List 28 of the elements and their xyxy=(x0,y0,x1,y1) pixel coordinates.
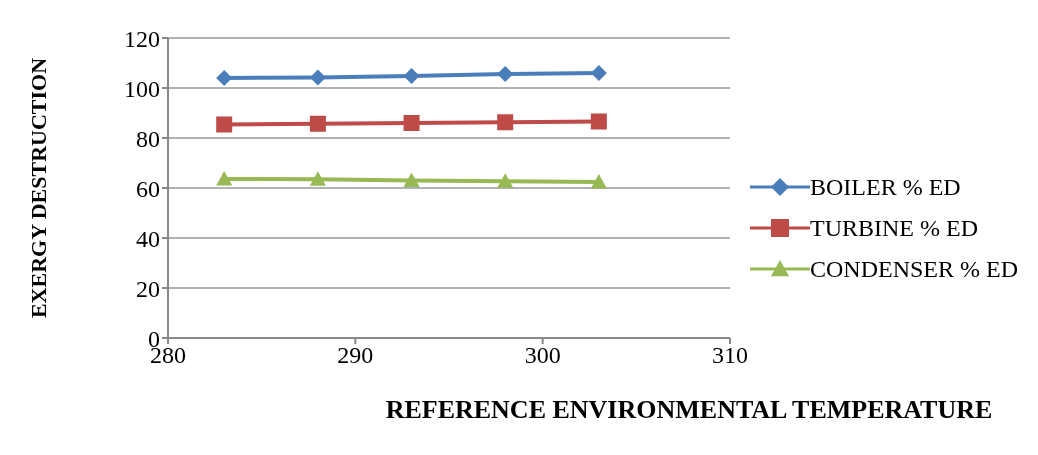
point xyxy=(403,172,420,187)
y-axis-title: EXERGY DESTRUCTION xyxy=(25,57,51,319)
y-tick-label: 20 xyxy=(136,275,160,302)
point xyxy=(309,115,326,132)
y-tick-label: 100 xyxy=(124,75,160,102)
legend-label: TURBINE % ED xyxy=(810,214,978,242)
point xyxy=(497,173,514,188)
legend-label: BOILER % ED xyxy=(810,173,961,201)
x-tick-label: 310 xyxy=(712,342,748,369)
point xyxy=(590,174,607,189)
point xyxy=(309,171,326,186)
x-axis-title: REFERENCE ENVIRONMENTAL TEMPERATURE xyxy=(385,395,993,424)
point xyxy=(403,68,420,84)
x-tick-label: 290 xyxy=(337,342,374,369)
y-tick-label: 40 xyxy=(136,225,160,252)
point xyxy=(216,171,233,186)
y-tick-label: 80 xyxy=(136,125,160,152)
point xyxy=(590,65,607,81)
y-tick-label: 60 xyxy=(136,175,160,202)
point xyxy=(403,115,420,131)
y-tick-label: 120 xyxy=(124,25,160,52)
point xyxy=(216,70,233,86)
point xyxy=(497,114,514,131)
legend-label: CONDENSER % ED xyxy=(810,255,1018,283)
x-tick-label: 300 xyxy=(524,342,561,369)
point xyxy=(309,69,326,86)
point xyxy=(216,116,233,133)
point xyxy=(590,113,607,130)
